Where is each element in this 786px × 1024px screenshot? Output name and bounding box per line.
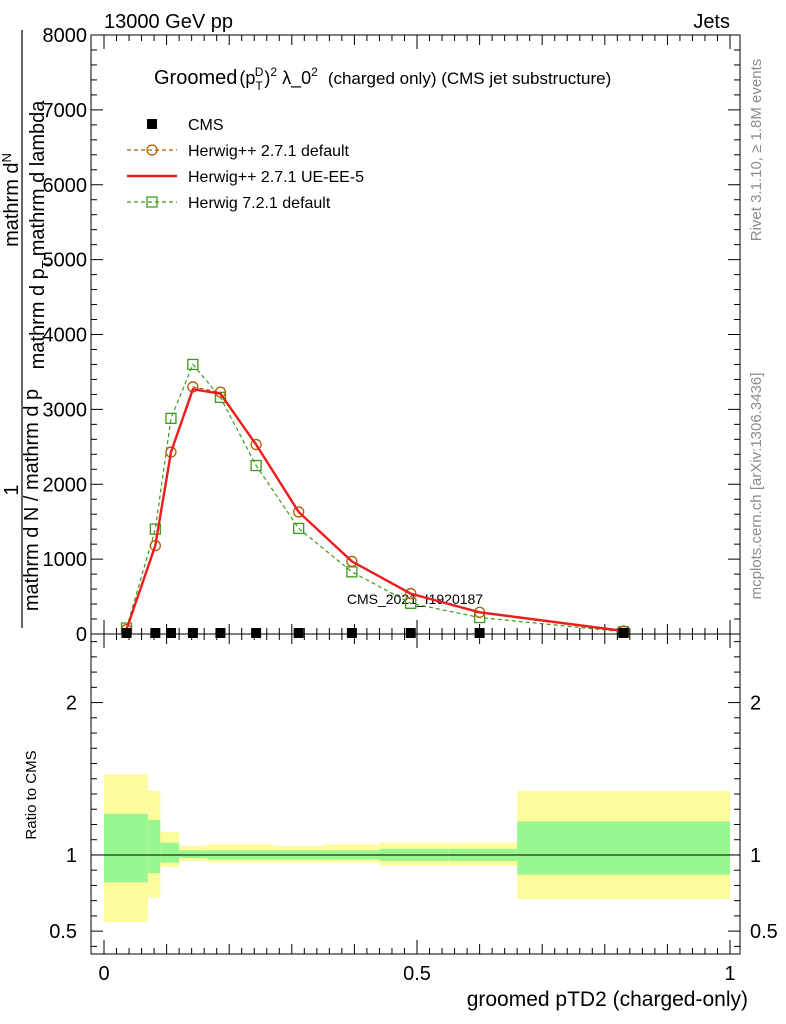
series-line <box>125 387 624 633</box>
main-ytick-label: 2000 <box>43 474 88 496</box>
ratio-ytick-label-left: 1 <box>66 845 77 867</box>
title-prefix: Groomed <box>154 67 237 89</box>
main-ytick-label: 3000 <box>43 399 88 421</box>
data-point <box>346 555 358 568</box>
legend-swatch-marker <box>146 196 158 208</box>
data-point <box>187 358 199 371</box>
ratio-band-inner <box>179 850 208 858</box>
data-point <box>250 438 262 451</box>
main-ytick-label: 6000 <box>43 175 88 197</box>
data-point <box>293 506 305 518</box>
ylabel-one: 1 <box>1 484 23 495</box>
data-point <box>121 628 132 638</box>
legend-label: Herwig++ 2.7.1 UE-EE-5 <box>188 169 364 186</box>
ratio-ytick-label-right: 0.5 <box>750 921 778 943</box>
legend-label: Herwig 7.2.1 default <box>188 195 331 212</box>
title-math: (p <box>239 68 255 88</box>
ratio-band-inner <box>104 813 148 883</box>
ratio-band-inner <box>160 842 180 863</box>
side-label-top: Rivet 3.1.10, ≥ 1.8M events <box>748 59 765 242</box>
data-point <box>149 523 161 535</box>
ratio-x-axis: 0 0.5 1 <box>98 634 736 985</box>
ylabel-outer-den: mathrm d N / mathrm d p <box>21 389 43 611</box>
ratio-y-axis: 0.5 0.5 1 1 2 2 <box>49 641 778 947</box>
title-math-sup2: 2 <box>270 65 277 79</box>
main-y-axis: 0 1000 2000 3000 4000 5000 6000 7000 8000 <box>43 25 740 646</box>
legend: CMS Herwig++ 2.7.1 default Herwig++ 2.7.1 … <box>127 117 364 212</box>
main-ytick-label: 7000 <box>43 100 88 122</box>
data-point <box>165 628 176 638</box>
data-point <box>250 459 262 472</box>
legend-item: Herwig 7.2.1 default <box>127 195 331 212</box>
data-point <box>293 628 304 638</box>
main-ytick-label: 4000 <box>43 325 88 347</box>
main-ytick-label: 0 <box>76 624 87 646</box>
data-point <box>405 587 417 600</box>
ratio-band-inner <box>147 819 161 874</box>
chart-title: Groomed (pTD)2 λ_02 (charged only) (CMS je… <box>154 65 611 93</box>
ratio-ytick-label-right: 2 <box>750 693 761 715</box>
x-tick-label: 0 <box>98 963 109 985</box>
data-point <box>165 412 177 425</box>
ratio-y-label: Ratio to CMS <box>23 750 40 839</box>
data-point <box>474 628 485 638</box>
legend-swatch-marker <box>147 119 157 129</box>
side-label-bottom: mcplots.cern.ch [arXiv:1306.3436] <box>748 373 765 600</box>
x-tick-label: 0.5 <box>403 963 431 985</box>
ratio-ytick-label-left: 2 <box>66 693 77 715</box>
main-ytick-label: 1000 <box>43 549 88 571</box>
ratio-ytick-label-right: 1 <box>750 845 761 867</box>
main-ytick-label: 5000 <box>43 250 88 272</box>
ratio-bands <box>104 774 730 922</box>
legend-item: CMS <box>147 117 224 134</box>
data-point <box>215 628 226 638</box>
ratio-panel: 0.5 0.51 12 2 0 0.5 1 Ratio to CMS groomed pT… <box>23 633 778 1011</box>
main-ytick-label: 8000 <box>43 25 88 47</box>
title-math-sup: D <box>255 65 264 79</box>
title-math-sub: T <box>255 79 263 93</box>
title-rest: λ_0 <box>277 68 311 89</box>
legend-swatch-marker <box>146 144 158 156</box>
title-rest-sup: 2 <box>311 65 318 79</box>
ylabel-frac-den: mathrm d pTmathrm d lambda <box>27 100 54 370</box>
header-left: 13000 GeV pp <box>104 11 233 33</box>
legend-item: Herwig++ 2.7.1 UE-EE-5 <box>127 169 364 186</box>
title-suffix: (charged only) (CMS jet substructure) <box>328 69 611 88</box>
x-tick-label: 1 <box>724 963 735 985</box>
legend-item: Herwig++ 2.7.1 default <box>127 143 350 160</box>
data-point <box>150 628 161 638</box>
data-point <box>346 628 357 638</box>
data-point <box>187 628 198 638</box>
data-point <box>618 628 629 638</box>
legend-label: Herwig++ 2.7.1 default <box>188 143 350 160</box>
ylabel-frac-num: mathrm dN <box>0 153 23 247</box>
data-point <box>251 628 262 638</box>
header-right: Jets <box>693 11 730 33</box>
series-2 <box>125 387 624 633</box>
legend-label: CMS <box>188 117 224 134</box>
data-point <box>293 522 305 535</box>
data-point <box>405 628 416 638</box>
ratio-ytick-label-left: 0.5 <box>49 921 77 943</box>
ratio-band-inner <box>517 821 730 875</box>
main-y-label: 1 mathrm d N / mathrm d p mathrm dN math… <box>0 30 54 628</box>
x-axis-label: groomed pTD2 (charged-only) <box>467 988 748 1011</box>
main-series <box>120 358 630 638</box>
title-math-close: ) <box>264 68 270 88</box>
series-line <box>125 363 624 633</box>
series-0 <box>121 628 629 638</box>
